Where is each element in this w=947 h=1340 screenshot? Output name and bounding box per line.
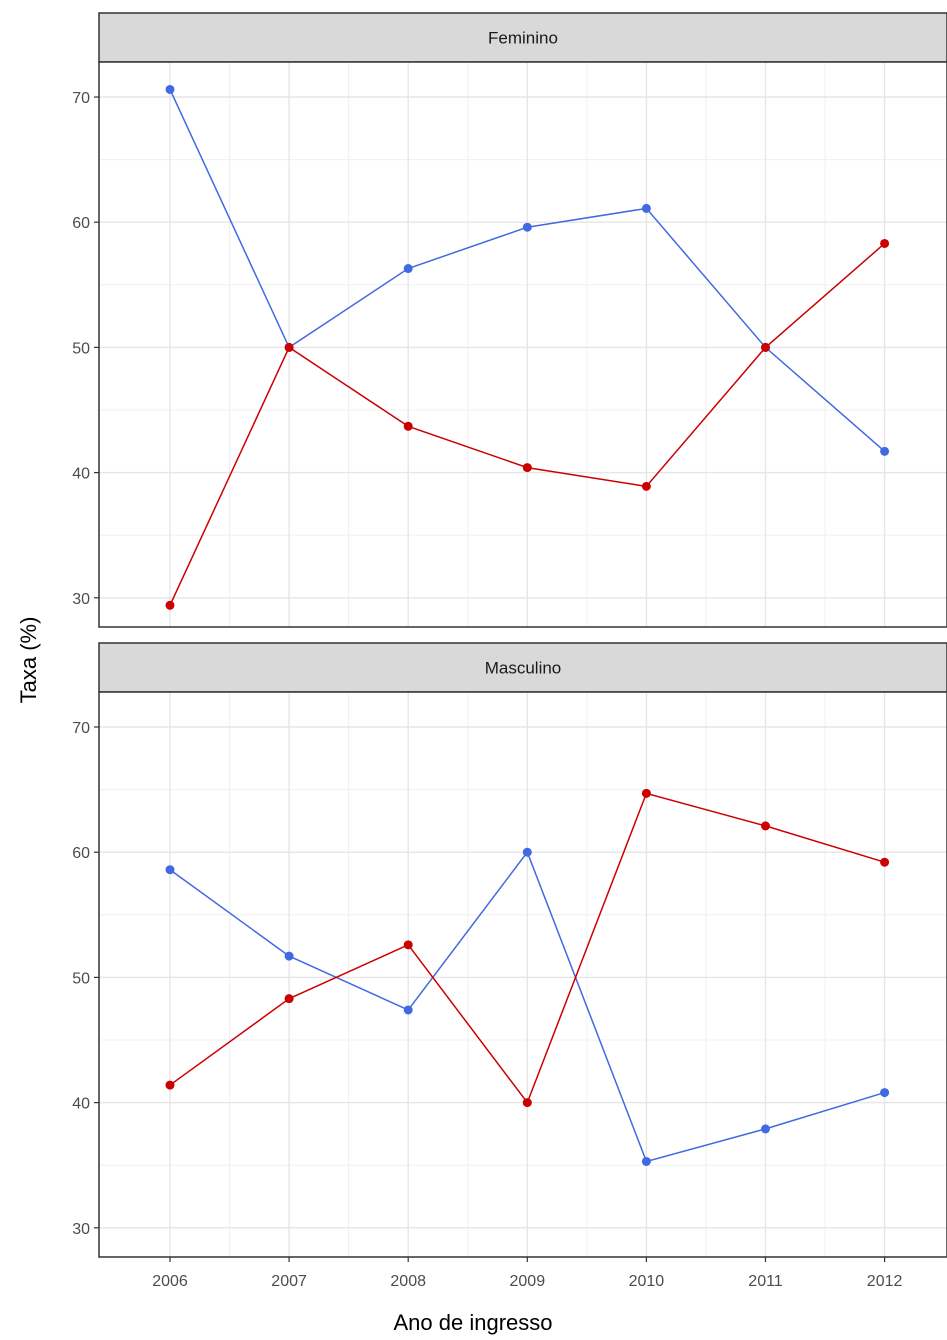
data-point xyxy=(641,481,651,491)
y-tick-label: 70 xyxy=(72,720,90,737)
x-tick-label: 2010 xyxy=(629,1273,665,1290)
data-point xyxy=(165,84,175,94)
data-point xyxy=(284,951,294,961)
x-tick-label: 2008 xyxy=(390,1273,426,1290)
data-point xyxy=(403,264,413,274)
data-point xyxy=(522,847,532,857)
data-point xyxy=(165,1080,175,1090)
plot-background xyxy=(99,62,947,627)
x-tick-label: 2012 xyxy=(867,1273,903,1290)
data-point xyxy=(880,1088,890,1098)
x-tick-label: 2011 xyxy=(748,1273,783,1290)
y-tick-label: 40 xyxy=(72,466,90,483)
data-point xyxy=(165,865,175,875)
panel-feminino: Feminino 30 40 50 60 70 xyxy=(72,12,947,628)
data-point xyxy=(403,1005,413,1015)
x-tick-label: 2006 xyxy=(152,1273,188,1290)
data-point xyxy=(761,821,770,831)
y-tick-label: 60 xyxy=(72,215,90,232)
y-tick-label: 70 xyxy=(72,90,90,107)
data-point xyxy=(761,342,770,352)
y-tick-label: 40 xyxy=(72,1096,90,1113)
data-point xyxy=(284,342,294,352)
x-tick-label: 2009 xyxy=(510,1273,546,1290)
x-axis-title: Ano de ingresso xyxy=(394,1310,553,1335)
data-point xyxy=(641,1156,651,1166)
facet-strip xyxy=(98,642,947,693)
data-point xyxy=(641,788,651,798)
y-tick-label: 30 xyxy=(72,1221,90,1238)
y-tick-label: 50 xyxy=(72,970,90,987)
facet-strip xyxy=(98,12,947,63)
plot-background xyxy=(99,692,947,1257)
data-point xyxy=(284,994,294,1004)
y-axis-title: Taxa (%) xyxy=(16,617,41,704)
data-point xyxy=(403,421,413,431)
data-point xyxy=(522,222,532,232)
panel-masculino: Masculino 30 40 50 60 70 2006 2007 2008 2009 2010 2… xyxy=(72,642,947,1290)
data-point xyxy=(165,600,175,610)
facet-title: Feminino xyxy=(488,29,558,48)
data-point xyxy=(880,857,890,867)
panel-border xyxy=(98,61,947,628)
x-tick-label: 2007 xyxy=(271,1273,307,1290)
data-point xyxy=(403,940,413,950)
data-point xyxy=(641,203,651,213)
data-point xyxy=(880,446,890,456)
data-point xyxy=(522,1098,532,1108)
data-point xyxy=(761,1124,770,1134)
panel-border xyxy=(98,691,947,1258)
y-tick-label: 30 xyxy=(72,591,90,608)
y-tick-label: 60 xyxy=(72,845,90,862)
data-point xyxy=(880,238,890,248)
y-tick-label: 50 xyxy=(72,340,90,357)
data-point xyxy=(522,463,532,473)
facet-title: Masculino xyxy=(485,659,562,678)
